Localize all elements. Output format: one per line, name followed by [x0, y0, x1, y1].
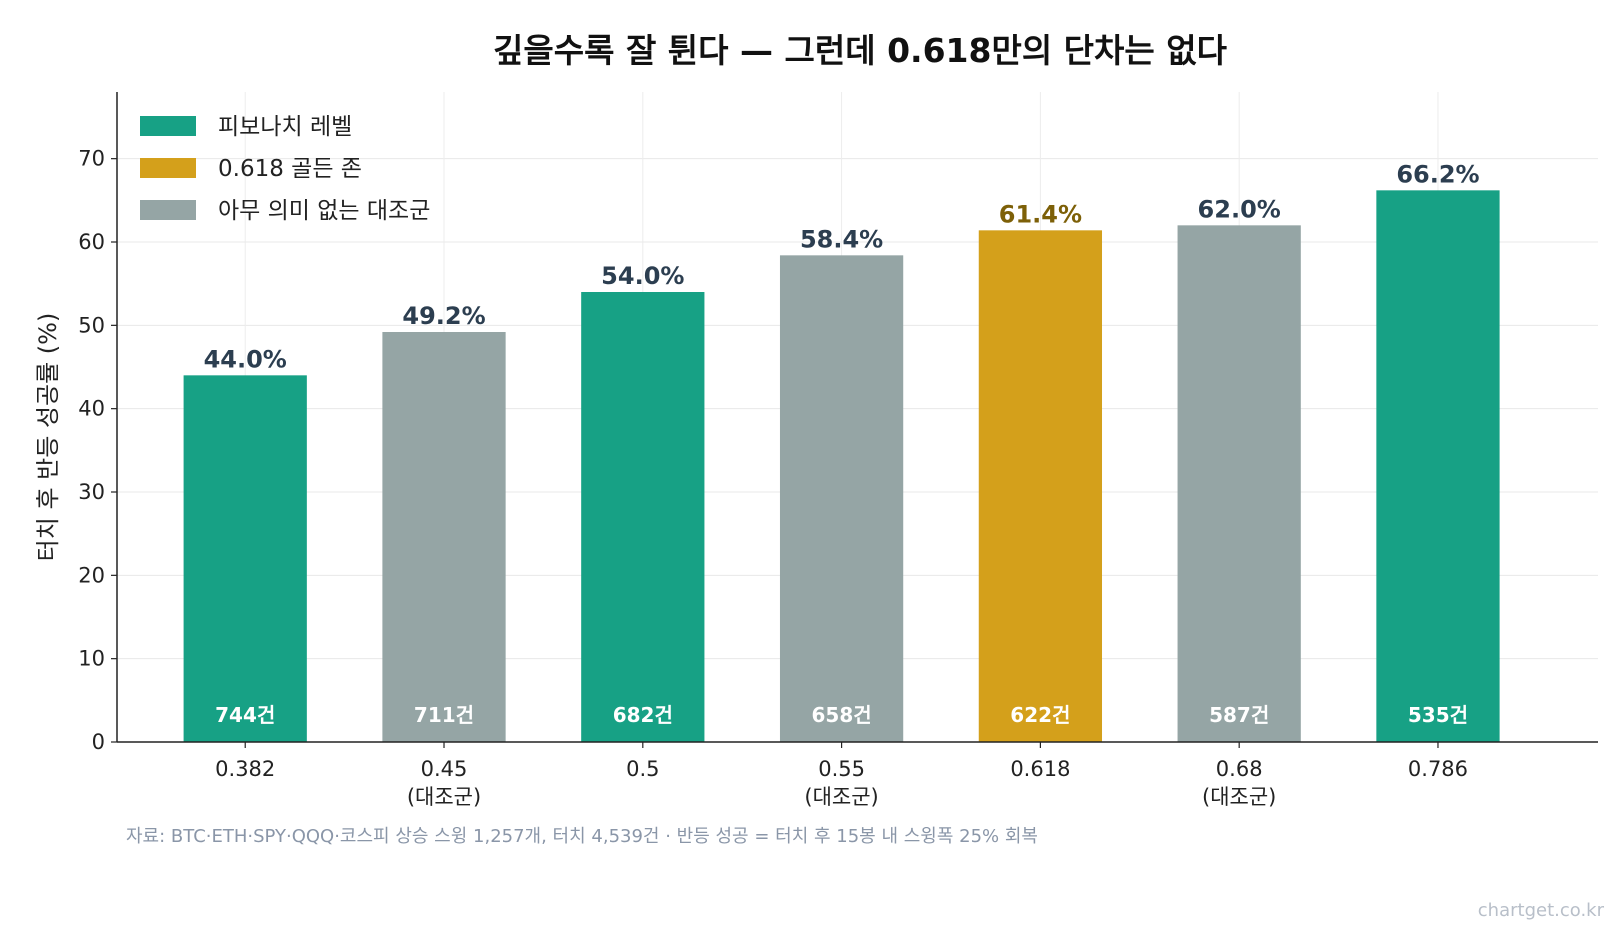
y-ticks: 0 10 20 30 40 50 60 70 [78, 147, 117, 754]
legend-swatch [140, 158, 196, 178]
bar-count-label: 682건 [613, 703, 673, 727]
legend: 피보나치 레벨 0.618 골든 존아무 의미 없는 대조군 [140, 114, 430, 224]
bar [1376, 190, 1500, 743]
y-axis-label: 터치 후 반등 성공률 (%) [34, 313, 62, 562]
bar [1177, 225, 1301, 743]
legend-swatch [140, 116, 196, 136]
bar [978, 230, 1103, 743]
bar-value-label: 58.4% [800, 225, 883, 253]
bar [779, 255, 904, 743]
bar-count-label: 535건 [1408, 703, 1468, 727]
bar-value-label: 61.4% [999, 200, 1082, 228]
bar-count-label: 744건 [215, 703, 275, 727]
bar-value-label: 49.2% [402, 302, 485, 330]
x-tick-sublabel: (대조군) [1202, 785, 1276, 809]
x-tick-label: 0.45 [421, 757, 468, 781]
x-tick-label: 0.618 [1010, 757, 1070, 781]
y-tick-label: 20 [78, 563, 105, 587]
x-tick-label: 0.786 [1408, 757, 1468, 781]
bar [382, 332, 506, 742]
y-tick-label: 70 [78, 147, 105, 171]
bar-value-label: 44.0% [204, 345, 287, 373]
x-tick-sublabel: (대조군) [407, 785, 481, 809]
bar-value-label: 62.0% [1198, 195, 1281, 223]
y-tick-label: 50 [78, 313, 105, 337]
y-tick-label: 60 [78, 230, 105, 254]
x-tick-label: 0.5 [626, 757, 659, 781]
y-tick-label: 40 [78, 397, 105, 421]
legend-label: 피보나치 레벨 [218, 114, 352, 140]
x-tick-sublabel: (대조군) [804, 785, 878, 809]
x-tick-label: 0.55 [818, 757, 865, 781]
bar [581, 292, 705, 742]
bar-count-label: 711건 [414, 703, 474, 727]
legend-label: 0.618 골든 존 [218, 156, 362, 182]
x-tick-label: 0.382 [215, 757, 275, 781]
bar-count-label: 622건 [1010, 703, 1070, 727]
y-tick-label: 0 [92, 730, 105, 754]
source-note: 자료: BTC·ETH·SPY·QQQ·코스피 상승 스윙 1,257개, 터치… [126, 826, 1038, 847]
x-ticks: 0.382 0.45 (대조군) 0.5 0.55 (대조군) 0.618 0.68 (대조군)… [215, 742, 1468, 809]
x-tick-label: 0.68 [1216, 757, 1263, 781]
bar-value-label: 66.2% [1396, 160, 1479, 188]
bar-count-label: 658건 [812, 703, 872, 727]
bar [183, 375, 307, 742]
legend-label: 아무 의미 없는 대조군 [218, 198, 430, 224]
y-tick-label: 10 [78, 647, 105, 671]
bar-count-label: 587건 [1209, 703, 1269, 727]
bars: 44.0% 744건 49.2% 711건 54.0% 682건 58.4% 658건 61.4… [183, 160, 1500, 743]
axes [116, 92, 1598, 743]
bar-value-label: 54.0% [601, 262, 684, 290]
credit-text: chartget.co.kr [1478, 900, 1605, 921]
chart-title: 깊을수록 잘 튄다 — 그런데 0.618만의 단차는 없다 [493, 31, 1228, 70]
legend-swatch [140, 200, 196, 220]
y-tick-label: 30 [78, 480, 105, 504]
